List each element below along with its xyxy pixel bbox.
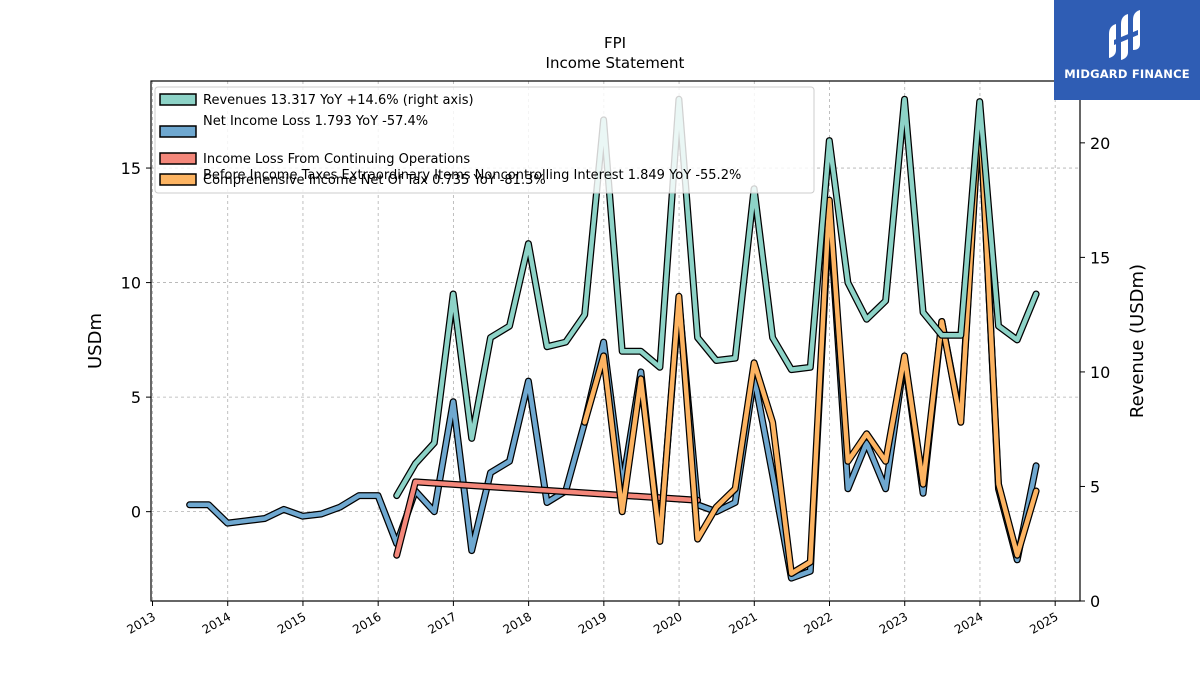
legend-swatch	[159, 93, 197, 106]
x-tick-label: 2024	[952, 609, 985, 636]
right-y-tick-label: 20	[1090, 134, 1110, 153]
logo-mark-icon	[1109, 10, 1140, 60]
series-line-1	[393, 478, 702, 559]
series-line-2	[581, 105, 1040, 577]
x-axis: 2013 2014 2015 2016 2017 2018 2019 2020 2021 2022…	[125, 601, 1061, 637]
right-y-tick-label: 5	[1090, 477, 1100, 496]
legend-label: Comprehensive Income Net Of Tax 0.735 Yo…	[203, 173, 546, 188]
x-tick-label: 2023	[877, 609, 910, 636]
legend-box	[154, 86, 815, 194]
series-stroke	[582, 106, 1039, 576]
x-tick-label: 2022	[802, 609, 835, 636]
x-tick-label: 2020	[651, 609, 684, 636]
chart-subtitle: Income Statement	[546, 54, 685, 72]
series-stroke	[394, 479, 700, 558]
x-tick-label: 2015	[275, 609, 308, 636]
legend-swatch	[159, 173, 197, 186]
series-stroke	[394, 97, 1039, 498]
right-y-tick-label: 15	[1090, 248, 1110, 267]
legend-swatch	[159, 125, 197, 138]
chart-title: FPI	[604, 34, 626, 52]
legend: Revenues 13.317 YoY +14.6% (right axis) N…	[154, 86, 815, 194]
x-tick-label: 2019	[576, 609, 609, 636]
right-axis-label: Revenue (USDm)	[1127, 264, 1148, 418]
series-layer	[186, 95, 1040, 582]
x-tick-label: 2017	[425, 609, 458, 636]
midgard-finance-logo: MIDGARD FINANCE	[1054, 0, 1200, 100]
x-tick-label: 2021	[726, 609, 759, 636]
x-tick-label: 2013	[125, 609, 158, 636]
left-y-tick-label: 10	[121, 274, 141, 293]
x-tick-label: 2016	[350, 609, 383, 636]
series-line-3	[393, 95, 1040, 500]
left-y-tick-label: 15	[121, 159, 141, 178]
left-axis-label: USDm	[85, 313, 106, 369]
left-axis: 0 5 10 15	[121, 159, 151, 522]
logo-text: MIDGARD FINANCE	[1064, 67, 1190, 81]
right-y-tick-label: 0	[1090, 592, 1100, 611]
right-axis: 0 5 10 15 20	[1080, 134, 1110, 611]
x-tick-label: 2018	[501, 609, 534, 636]
left-y-tick-label: 5	[131, 388, 141, 407]
legend-label: Before Income Taxes Extraordinary Items …	[203, 168, 741, 183]
right-y-tick-label: 10	[1090, 363, 1110, 382]
legend-label: Revenues 13.317 YoY +14.6% (right axis)	[203, 93, 474, 108]
legend-label: Income Loss From Continuing Operations	[203, 152, 470, 167]
legend-swatch	[159, 152, 197, 165]
left-y-tick-label: 0	[131, 503, 141, 522]
legend-label: Net Income Loss 1.793 YoY -57.4%	[203, 114, 428, 129]
x-tick-label: 2014	[200, 609, 233, 636]
x-tick-label: 2025	[1027, 609, 1060, 636]
plot-frame	[150, 80, 1081, 602]
